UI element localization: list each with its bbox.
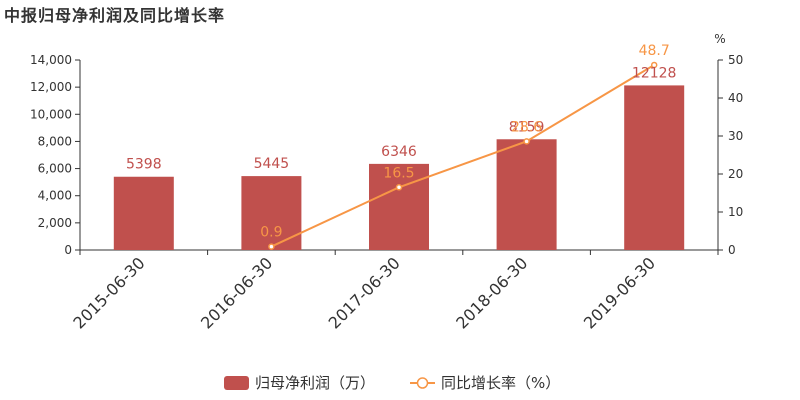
y-right-tick-label: 10 <box>728 205 743 219</box>
line-point <box>523 138 530 145</box>
y-left-tick-label: 14,000 <box>30 53 72 67</box>
y-left-tick-label: 4,000 <box>38 189 72 203</box>
y-right-tick-label: 20 <box>728 167 743 181</box>
legend-bar-swatch <box>224 376 249 390</box>
legend-line-label: 同比增长率（%） <box>441 374 560 392</box>
line-point <box>650 61 658 69</box>
legend[interactable]: 归母净利润（万） 同比增长率（%） <box>224 374 560 392</box>
line-value-label: 48.7 <box>639 43 670 59</box>
bar <box>496 139 557 250</box>
y-left-tick-label: 12,000 <box>30 80 72 94</box>
y-right-axis-label: % <box>714 32 725 46</box>
legend-line-marker <box>416 377 429 389</box>
chart-title: 中报归母净利润及同比增长率 <box>4 6 226 25</box>
y-left-tick-label: 6,000 <box>38 162 72 176</box>
y-right-tick-label: 50 <box>728 53 743 67</box>
bar-series <box>113 85 685 250</box>
bar <box>369 163 429 250</box>
growth-line <box>270 64 655 248</box>
y-left-tick-label: 2,000 <box>38 216 72 230</box>
bar <box>624 85 685 250</box>
bar-value-label: 8159 <box>509 119 545 135</box>
bar-value-label: 12128 <box>632 65 677 81</box>
data-labels: 5398 5445 6346 8159 12128 0.9 16.5 28.6 48.7 <box>126 43 676 241</box>
x-tick-label: 2017-06-30 <box>325 253 404 332</box>
legend-item-bars[interactable]: 归母净利润（万） <box>224 374 375 392</box>
line-value-label: 28.6 <box>511 119 542 135</box>
line-value-label: 16.5 <box>383 165 414 181</box>
bar-value-label: 5398 <box>126 157 162 173</box>
legend-bar-label: 归母净利润（万） <box>255 374 375 392</box>
y-left-tick-label: 8,000 <box>38 134 72 148</box>
x-tick-label: 2016-06-30 <box>197 253 276 332</box>
y-right-tick-label: 30 <box>728 129 743 143</box>
line-point <box>395 184 403 191</box>
y-right-tick-label: 40 <box>728 91 743 105</box>
bar-value-label: 5445 <box>254 156 290 172</box>
bar <box>113 176 174 250</box>
y-right-tick-label: 0 <box>728 243 736 257</box>
line-series <box>268 61 658 250</box>
y-left-tick-label: 0 <box>64 243 72 257</box>
bar-value-label: 6346 <box>381 144 417 160</box>
line-value-label: 0.9 <box>260 225 282 241</box>
x-tick-label: 2018-06-30 <box>452 253 531 332</box>
x-tick-label: 2019-06-30 <box>580 253 659 332</box>
legend-item-line[interactable]: 同比增长率（%） <box>410 374 560 392</box>
x-tick-label: 2015-06-30 <box>69 253 148 332</box>
y-left-tick-label: 10,000 <box>30 107 72 121</box>
line-point <box>268 243 275 250</box>
